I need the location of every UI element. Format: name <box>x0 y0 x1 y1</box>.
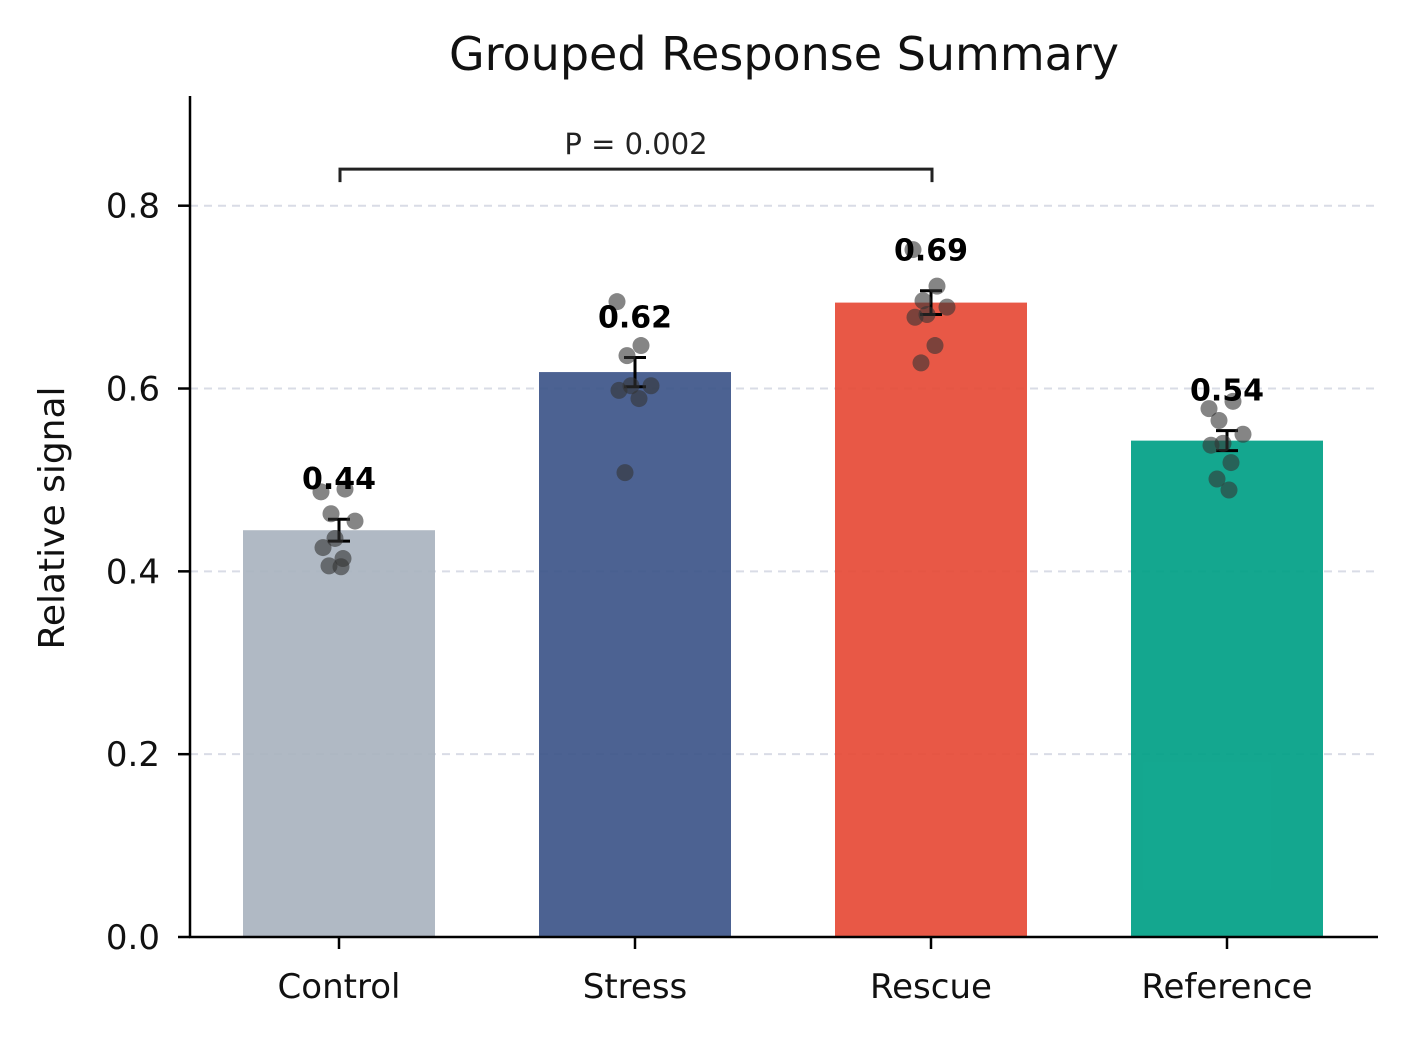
data-point <box>642 377 660 395</box>
y-tick-label: 0.8 <box>106 187 160 227</box>
data-point <box>616 464 634 482</box>
x-tick-label: Reference <box>1141 967 1312 1007</box>
data-point <box>904 241 922 259</box>
data-points <box>312 241 1252 576</box>
data-point <box>938 298 956 316</box>
data-point <box>332 558 350 576</box>
data-point <box>912 354 930 372</box>
bar-control <box>243 530 435 937</box>
bars <box>243 302 1323 937</box>
data-point <box>630 390 648 408</box>
p-value-label: P = 0.002 <box>564 127 707 161</box>
value-label: 0.44 <box>302 462 376 497</box>
data-point <box>618 347 636 365</box>
error-bars <box>328 289 1238 543</box>
data-point <box>1208 470 1226 488</box>
data-point <box>1220 481 1238 499</box>
data-point <box>1224 392 1242 410</box>
value-label: 0.69 <box>894 234 968 269</box>
y-tick-label: 0.6 <box>106 370 160 410</box>
bar-rescue <box>835 302 1027 937</box>
y-ticks: 0.0 0.2 0.4 0.6 0.8 <box>106 187 190 958</box>
data-point <box>1234 425 1252 443</box>
data-point <box>906 308 924 326</box>
data-point <box>326 529 344 547</box>
axes <box>188 96 1378 939</box>
data-point <box>632 337 650 355</box>
data-point <box>1210 412 1228 430</box>
data-point <box>346 512 364 530</box>
data-point <box>322 505 340 523</box>
data-point <box>336 480 354 498</box>
y-tick-label: 0.4 <box>106 552 160 592</box>
bracket-line <box>338 167 934 183</box>
y-tick-label: 0.0 <box>106 918 160 958</box>
data-point <box>928 277 946 295</box>
data-point <box>914 292 932 310</box>
value-label: 0.54 <box>1190 374 1264 409</box>
bar-stress <box>539 372 731 937</box>
x-tick-label: Rescue <box>870 967 992 1007</box>
data-point <box>926 337 944 355</box>
value-labels: 0.44 0.62 0.69 0.54 <box>302 234 1264 498</box>
data-point <box>610 381 628 399</box>
data-point <box>314 539 332 557</box>
value-label: 0.62 <box>598 300 672 335</box>
bar-reference <box>1131 440 1323 937</box>
x-tick-label: Control <box>278 967 401 1007</box>
x-ticks: Control Stress Rescue Reference <box>278 937 1313 1007</box>
data-point <box>312 483 330 501</box>
chart-title: Grouped Response Summary <box>449 27 1119 81</box>
data-point <box>1222 454 1240 472</box>
x-tick-label: Stress <box>583 967 688 1007</box>
significance-bracket: P = 0.002 <box>338 127 934 183</box>
data-point <box>608 293 626 311</box>
data-point <box>1202 436 1220 454</box>
data-point <box>1200 400 1218 418</box>
y-axis-label: Relative signal <box>32 386 73 649</box>
y-tick-label: 0.2 <box>106 735 160 775</box>
